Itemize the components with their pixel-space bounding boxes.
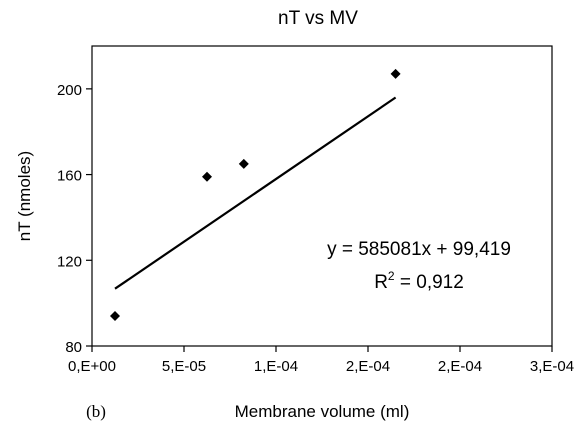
data-point — [390, 68, 401, 79]
x-tick-label: 2,E-04 — [438, 358, 482, 375]
chart-title: nT vs MV — [278, 8, 358, 29]
panel-label: (b) — [86, 402, 106, 421]
r-squared-superscript: 2 — [388, 269, 395, 283]
x-tick-label: 2,E-04 — [346, 358, 390, 375]
y-axis-label: nT (nmoles) — [15, 151, 34, 241]
plot-frame — [91, 45, 553, 347]
x-axis-ticks: 0,E+00 5,E-05 1,E-04 2,E-04 2,E-04 3,E-04 — [68, 346, 574, 375]
y-tick-label: 120 — [57, 253, 82, 270]
data-points — [110, 68, 401, 321]
y-tick-label: 160 — [57, 168, 82, 185]
y-axis-ticks: 80 120 160 200 — [57, 82, 92, 356]
x-tick-label: 3,E-04 — [530, 358, 574, 375]
data-point — [202, 171, 212, 182]
data-point — [110, 311, 120, 321]
x-tick-label: 5,E-05 — [162, 358, 206, 375]
r-squared-label: R2 = 0,912 — [374, 269, 464, 293]
trendline — [114, 96, 397, 290]
x-tick-label: 0,E+00 — [68, 358, 116, 375]
x-tick-label: 1,E-04 — [254, 358, 298, 375]
trendline-equation: y = 585081x + 99,419 — [327, 239, 511, 260]
plot-area: 80 120 160 200 0,E+00 5,E-05 1,E-04 2,E-04 2,E-… — [57, 45, 574, 375]
y-tick-label: 200 — [57, 82, 82, 99]
x-axis-label: Membrane volume (ml) — [235, 402, 410, 421]
data-point — [238, 158, 249, 169]
y-tick-label: 80 — [65, 339, 82, 356]
